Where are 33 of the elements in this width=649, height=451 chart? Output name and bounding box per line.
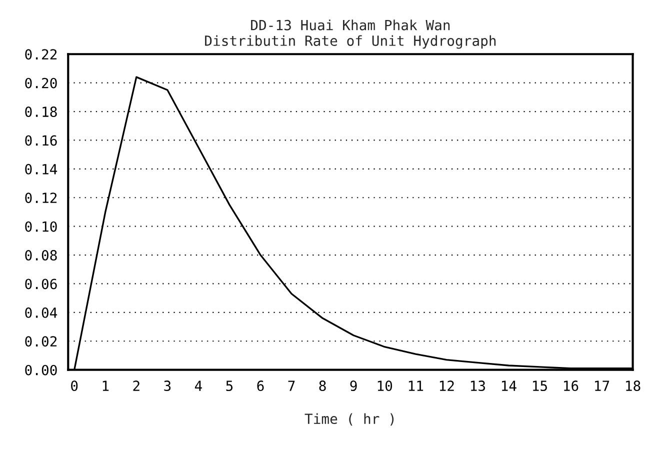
x-tick-label: 8	[319, 380, 326, 392]
x-tick-label: 2	[133, 380, 140, 391]
x-tick-label: 7	[288, 380, 295, 391]
x-tick-label: 0	[71, 380, 78, 392]
y-tick-label: 0.22	[25, 49, 57, 60]
x-tick-label: 10	[378, 380, 392, 392]
chart-title: DD-13 Huai Kham Phak Wan Distributin Rate of Unit Hydrograph	[205, 20, 496, 49]
x-tick-label: 3	[164, 380, 171, 392]
y-tick-label: 0.00	[25, 364, 57, 376]
x-tick-label: 11	[408, 380, 424, 391]
y-tick-label: 0.20	[25, 78, 57, 88]
y-tick-label: 0.16	[25, 135, 57, 146]
x-tick-label: 1	[102, 380, 109, 391]
y-tick-label: 0.08	[25, 250, 57, 261]
x-tick-label: 4	[194, 380, 202, 391]
x-tick-label: 5	[226, 380, 233, 392]
x-axis-title: Time ( hr )	[304, 413, 394, 426]
y-tick-label: 0.06	[25, 278, 57, 290]
y-tick-label: 0.14	[25, 164, 58, 174]
x-tick-label: 14	[502, 380, 516, 391]
y-tick-label: 0.04	[25, 307, 58, 318]
x-tick-label: 16	[564, 380, 578, 392]
x-tick-label: 17	[595, 380, 610, 391]
y-tick-label: 0.12	[25, 192, 57, 204]
x-tick-label: 18	[626, 380, 640, 392]
y-tick-label: 0.02	[25, 336, 57, 347]
x-tick-label: 12	[440, 380, 454, 391]
x-tick-label: 15	[533, 380, 547, 392]
x-tick-label: 13	[470, 380, 485, 392]
y-tick-label: 0.10	[25, 221, 57, 232]
y-tick-label: 0.18	[25, 106, 57, 118]
x-tick-label: 9	[350, 380, 357, 392]
x-tick-label: 6	[257, 380, 264, 392]
